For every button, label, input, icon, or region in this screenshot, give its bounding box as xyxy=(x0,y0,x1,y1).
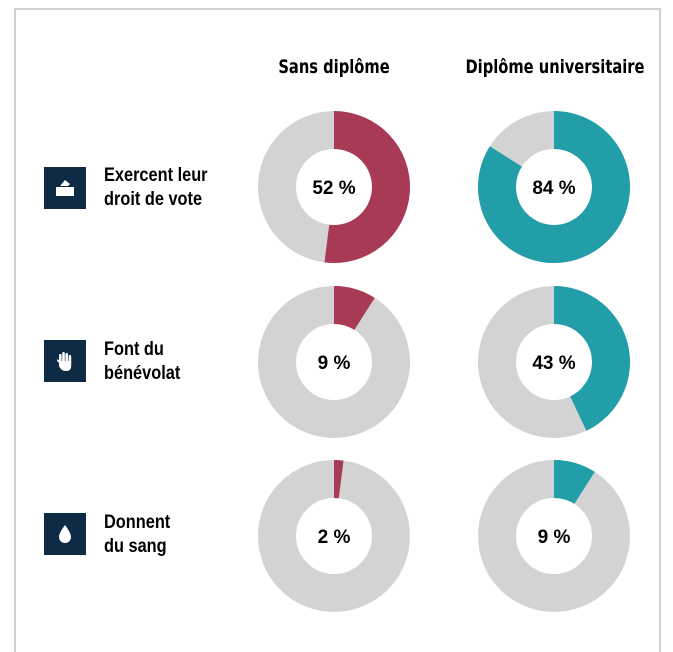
row-label-line: bénévolat xyxy=(104,363,181,384)
donut-vote-sans-diplome: 52 % xyxy=(258,111,410,263)
row-label-benevolat: Font du bénévolat xyxy=(104,338,180,386)
donut-value-segment xyxy=(554,286,630,431)
blood-drop-icon xyxy=(44,513,86,555)
column-header-diplome-universitaire: Diplôme universitaire xyxy=(465,56,645,78)
donut-percentage-label: 9 % xyxy=(538,527,571,548)
donut-percentage-label: 52 % xyxy=(312,178,355,199)
donut-percentage-label: 43 % xyxy=(532,353,575,374)
donut-percentage-label: 9 % xyxy=(318,353,351,374)
ballot-box-icon xyxy=(44,167,86,209)
donut-benevolat-sans-diplome: 9 % xyxy=(258,286,410,438)
donut-value-segment xyxy=(324,111,410,263)
donut-value-segment xyxy=(554,460,595,504)
donut-value-segment xyxy=(334,286,375,330)
column-header-sans-diplome: Sans diplôme xyxy=(278,56,390,78)
row-label-line: du sang xyxy=(104,536,167,557)
donut-value-segment xyxy=(478,111,630,263)
donut-sang-sans-diplome: 2 % xyxy=(258,460,410,612)
donut-benevolat-diplome-universitaire: 43 % xyxy=(478,286,630,438)
donut-percentage-label: 84 % xyxy=(532,178,575,199)
raised-hand-icon xyxy=(44,340,86,382)
row-label-sang: Donnent du sang xyxy=(104,511,170,559)
row-label-line: Font du xyxy=(104,339,164,360)
row-label-line: Donnent xyxy=(104,512,171,533)
donut-sang-diplome-universitaire: 9 % xyxy=(478,460,630,612)
row-label-line: droit de vote xyxy=(104,189,203,210)
row-label-vote: Exercent leur droit de vote xyxy=(104,164,208,212)
donut-percentage-label: 2 % xyxy=(318,527,351,548)
donut-vote-diplome-universitaire: 84 % xyxy=(478,111,630,263)
donut-value-segment xyxy=(334,460,344,499)
row-label-line: Exercent leur xyxy=(104,165,208,186)
